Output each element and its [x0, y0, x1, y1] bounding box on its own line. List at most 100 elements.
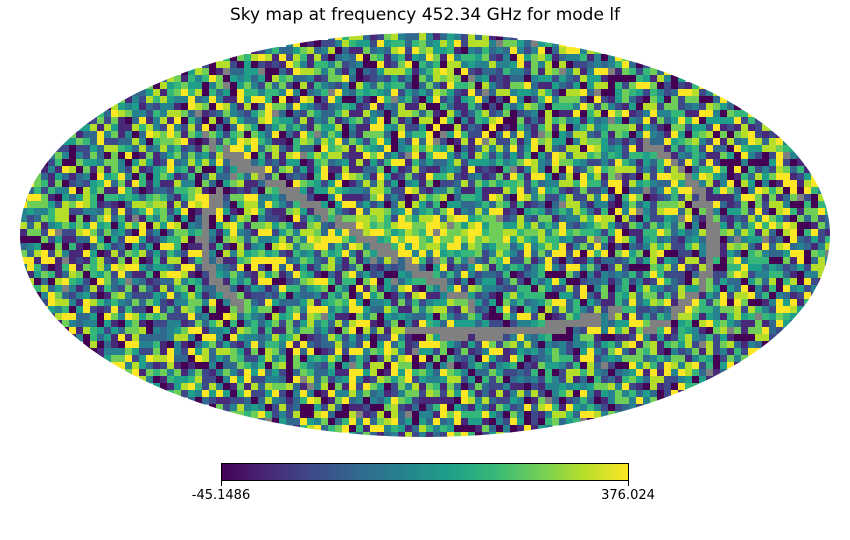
map-pixel	[440, 117, 448, 125]
map-pixel	[356, 348, 364, 356]
map-pixel	[328, 320, 336, 328]
map-pixel	[335, 131, 343, 139]
map-pixel	[643, 89, 651, 97]
map-pixel	[300, 306, 308, 314]
map-pixel	[174, 390, 182, 398]
map-pixel	[160, 152, 168, 160]
map-pixel	[447, 152, 455, 160]
map-pixel	[552, 306, 560, 314]
map-pixel	[433, 180, 441, 188]
map-pixel	[741, 327, 749, 335]
map-pixel	[97, 292, 105, 300]
map-pixel	[587, 334, 595, 342]
map-pixel	[153, 117, 161, 125]
map-pixel	[209, 159, 217, 167]
map-pixel	[188, 299, 196, 307]
map-pixel	[608, 103, 616, 111]
map-pixel	[615, 54, 623, 62]
map-pixel	[258, 299, 266, 307]
map-pixel	[118, 306, 126, 314]
map-pixel	[573, 124, 581, 132]
map-pixel	[734, 320, 742, 328]
map-pixel	[391, 327, 399, 335]
map-pixel	[664, 208, 672, 216]
map-pixel	[776, 152, 784, 160]
map-pixel	[482, 117, 490, 125]
map-pixel	[447, 376, 455, 384]
map-pixel	[293, 201, 301, 209]
map-pixel	[300, 152, 308, 160]
map-pixel	[237, 320, 245, 328]
map-pixel	[482, 320, 490, 328]
map-pixel	[433, 33, 441, 41]
map-pixel	[398, 180, 406, 188]
map-pixel	[433, 383, 441, 391]
map-pixel	[349, 194, 357, 202]
map-pixel	[216, 131, 224, 139]
map-pixel	[76, 138, 84, 146]
map-pixel	[209, 348, 217, 356]
map-pixel	[615, 341, 623, 349]
map-pixel	[132, 131, 140, 139]
map-pixel	[62, 236, 70, 244]
map-pixel	[356, 271, 364, 279]
map-pixel	[461, 264, 469, 272]
map-pixel	[139, 229, 147, 237]
map-pixel	[671, 208, 679, 216]
map-pixel	[657, 201, 665, 209]
map-pixel	[244, 243, 252, 251]
map-pixel	[755, 173, 763, 181]
map-pixel	[356, 68, 364, 76]
map-pixel	[188, 229, 196, 237]
map-pixel	[629, 243, 637, 251]
map-pixel	[699, 285, 707, 293]
map-pixel	[608, 68, 616, 76]
map-pixel	[90, 145, 98, 153]
map-pixel	[671, 376, 679, 384]
map-pixel	[552, 271, 560, 279]
map-pixel	[587, 215, 595, 223]
map-pixel	[741, 271, 749, 279]
map-pixel	[167, 327, 175, 335]
map-pixel	[174, 334, 182, 342]
map-pixel	[27, 257, 35, 265]
map-pixel	[146, 152, 154, 160]
map-pixel	[608, 131, 616, 139]
map-pixel	[699, 222, 707, 230]
map-pixel	[398, 201, 406, 209]
map-pixel	[426, 54, 434, 62]
map-pixel	[461, 243, 469, 251]
map-pixel	[272, 152, 280, 160]
map-pixel	[426, 180, 434, 188]
map-pixel	[286, 257, 294, 265]
map-pixel	[356, 236, 364, 244]
map-pixel	[790, 257, 798, 265]
map-pixel	[664, 306, 672, 314]
map-pixel	[440, 236, 448, 244]
map-pixel	[279, 138, 287, 146]
map-pixel	[727, 173, 735, 181]
map-pixel	[762, 187, 770, 195]
map-pixel	[454, 355, 462, 363]
map-pixel	[496, 75, 504, 83]
map-pixel	[181, 334, 189, 342]
map-pixel	[426, 257, 434, 265]
map-pixel	[174, 208, 182, 216]
map-pixel	[804, 299, 812, 307]
map-pixel	[433, 222, 441, 230]
map-pixel	[251, 208, 259, 216]
map-pixel	[531, 362, 539, 370]
map-pixel	[517, 47, 525, 55]
map-pixel	[650, 341, 658, 349]
map-pixel	[202, 306, 210, 314]
map-pixel	[146, 341, 154, 349]
map-pixel	[300, 327, 308, 335]
map-pixel	[328, 201, 336, 209]
map-pixel	[426, 355, 434, 363]
map-pixel	[279, 355, 287, 363]
map-pixel	[132, 138, 140, 146]
map-pixel	[454, 383, 462, 391]
map-pixel	[720, 327, 728, 335]
map-pixel	[167, 131, 175, 139]
map-pixel	[335, 47, 343, 55]
